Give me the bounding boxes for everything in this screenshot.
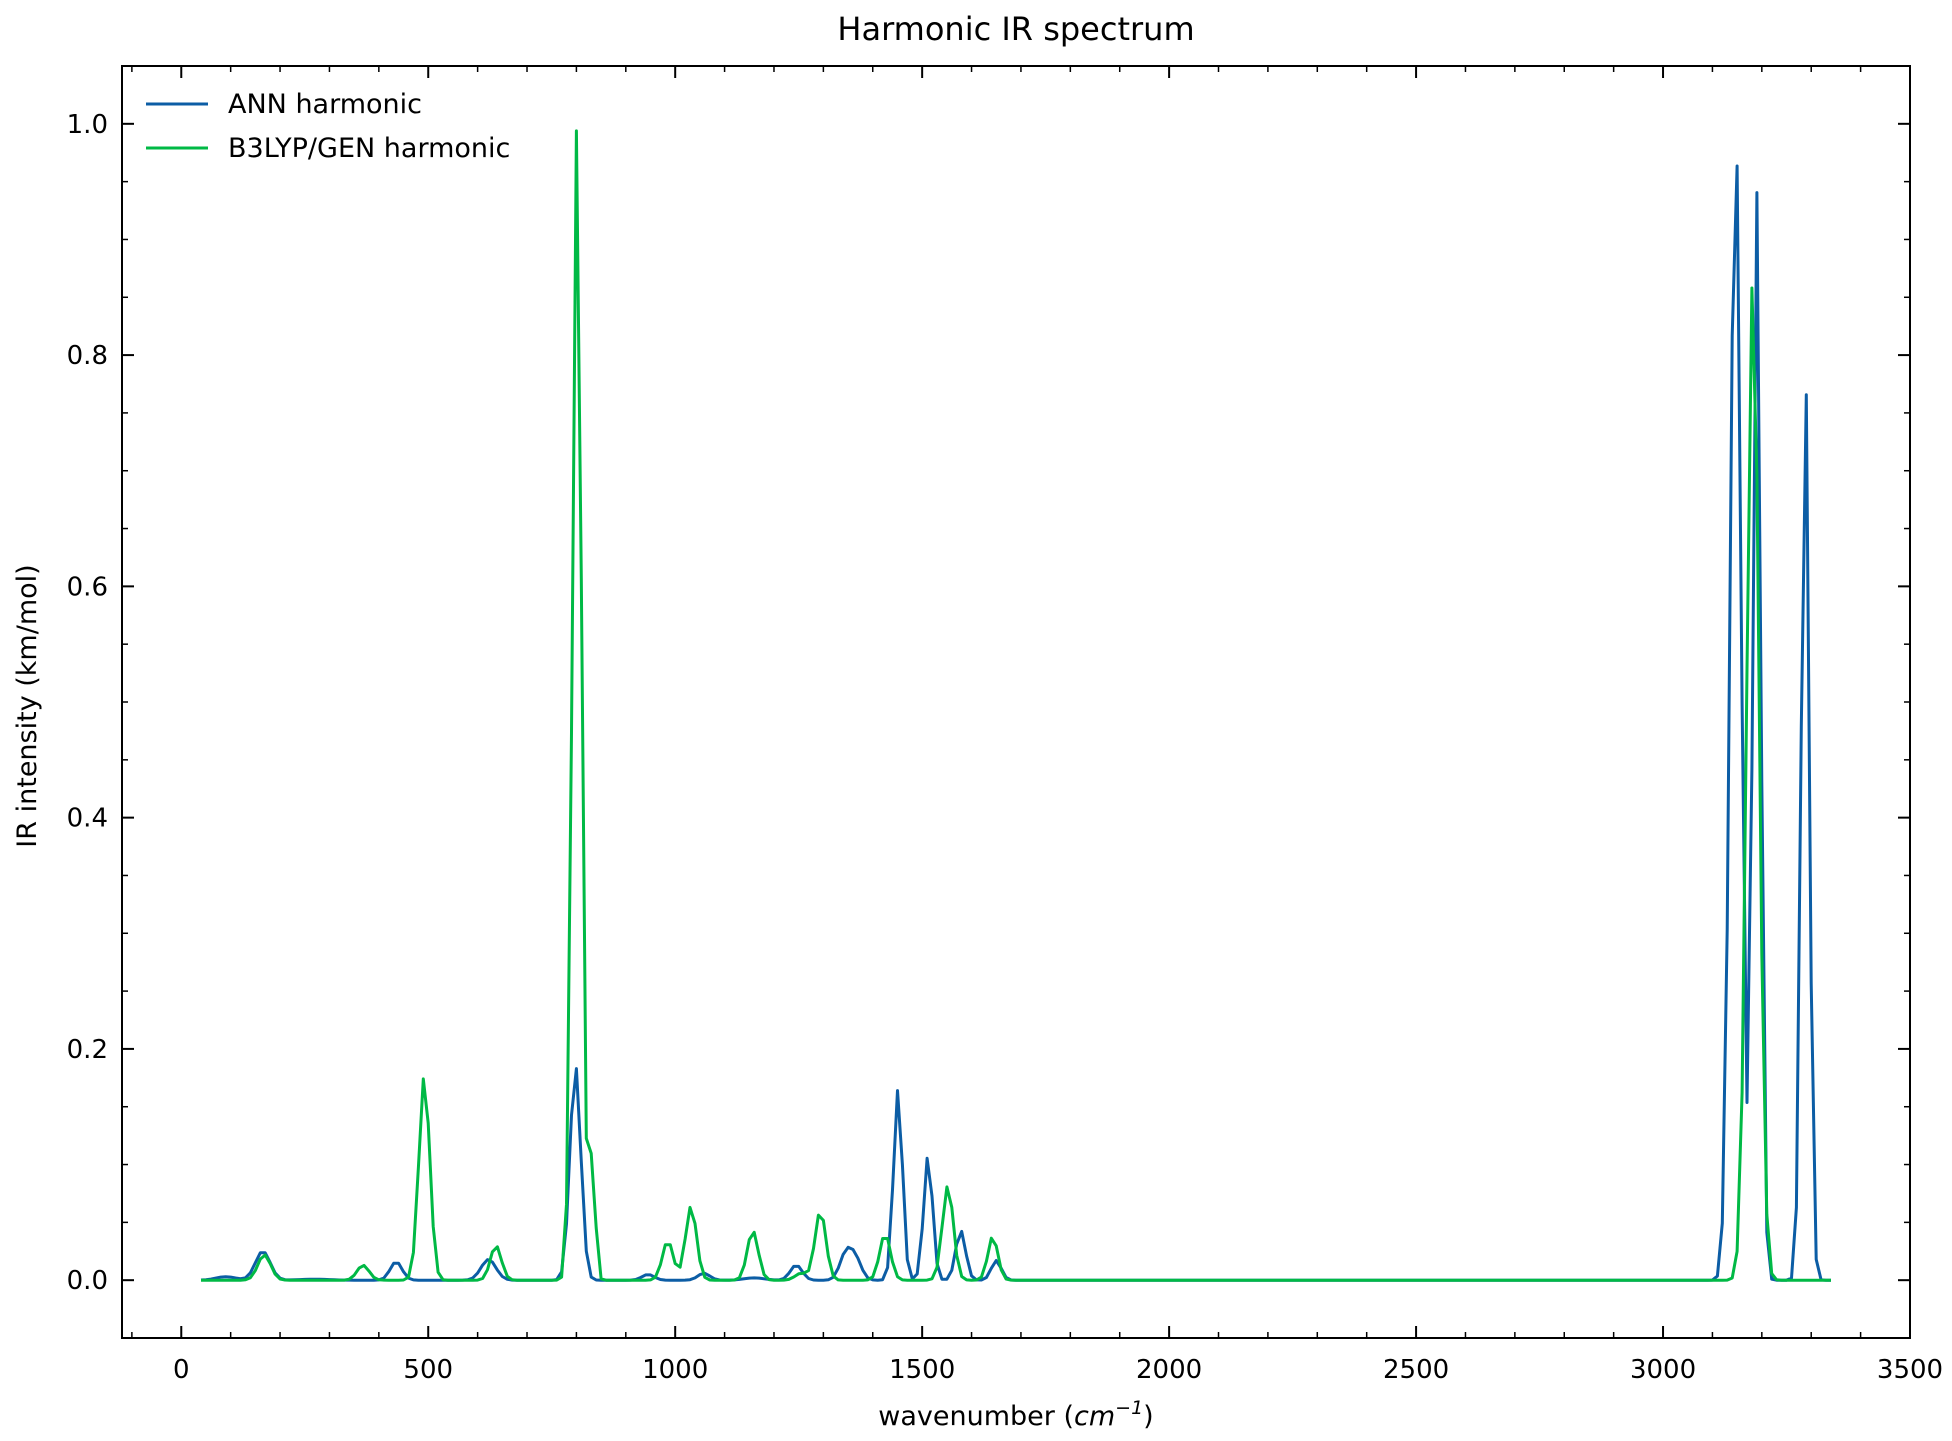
tick-layer: 0 500 1000 1500 2000 2500 3000 3500 0.0 0.2 0.4 0.6… (67, 65, 1943, 1385)
plot-area: 0 500 1000 1500 2000 2500 3000 3500 0.0 0.2 0.4 0.6… (67, 65, 1943, 1385)
legend-label-ann: ANN harmonic (228, 89, 422, 120)
y-tick-label: 0.4 (67, 804, 108, 834)
series-layer (200, 129, 1831, 1282)
x-axis-label-exponent: −1 (1115, 1397, 1143, 1419)
y-axis-label: IR intensity (km/mol) (12, 564, 43, 847)
series-line-b3lyp (201, 129, 1831, 1282)
x-tick-label: 3000 (1630, 1355, 1696, 1385)
x-axis-label-unit: cm (1074, 1401, 1115, 1432)
y-tick-label: 0.6 (67, 572, 108, 602)
y-tick-label: 0.2 (67, 1035, 108, 1065)
x-tick-label: 3500 (1877, 1355, 1943, 1385)
y-tick-label: 0.0 (67, 1266, 108, 1296)
x-tick-label: 1000 (642, 1355, 708, 1385)
chart-title: Harmonic IR spectrum (837, 10, 1194, 48)
x-tick-label: 1500 (889, 1355, 955, 1385)
x-tick-label: 500 (403, 1355, 453, 1385)
legend: ANN harmonic B3LYP/GEN harmonic (146, 89, 510, 164)
x-axis-label-prefix: wavenumber ( (878, 1401, 1074, 1432)
x-tick-label: 0 (173, 1355, 190, 1385)
y-tick-label: 0.8 (67, 341, 108, 371)
x-axis-label: wavenumber (cm−1) (878, 1397, 1153, 1432)
x-tick-label: 2000 (1136, 1355, 1202, 1385)
x-tick-label: 2500 (1383, 1355, 1449, 1385)
legend-label-b3lyp: B3LYP/GEN harmonic (228, 133, 510, 164)
y-tick-label: 1.0 (67, 110, 108, 140)
x-axis-label-suffix: ) (1143, 1401, 1154, 1432)
